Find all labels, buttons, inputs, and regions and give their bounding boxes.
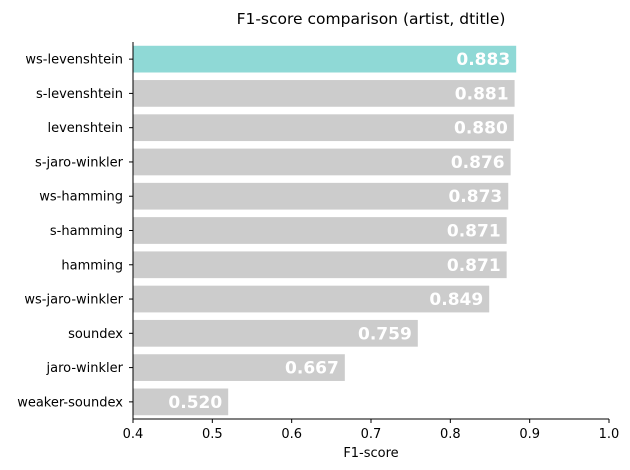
y-tick-label-s-jaro-winkler: s-jaro-winkler bbox=[35, 155, 124, 170]
bar-jaro-winkler bbox=[133, 354, 345, 381]
data-label-levenshtein: 0.880 bbox=[454, 119, 508, 139]
x-axis-label: F1-score bbox=[343, 446, 398, 461]
bar-levenshtein bbox=[133, 114, 514, 142]
y-tick-label-jaro-winkler: jaro-winkler bbox=[46, 361, 124, 376]
data-label-ws-hamming: 0.873 bbox=[448, 187, 502, 207]
chart-title: F1-score comparison (artist, dtitle) bbox=[237, 10, 506, 28]
data-label-s-jaro-winkler: 0.876 bbox=[451, 153, 505, 173]
x-tick-label: 0.7 bbox=[361, 427, 382, 442]
y-tick-label-ws-levenshtein: ws-levenshtein bbox=[25, 53, 123, 68]
data-label-ws-levenshtein: 0.883 bbox=[456, 50, 510, 70]
data-label-s-levenshtein: 0.881 bbox=[455, 84, 509, 104]
data-label-hamming: 0.871 bbox=[447, 256, 501, 276]
bar-s-jaro-winkler bbox=[133, 148, 511, 176]
x-tick-label: 0.9 bbox=[519, 427, 540, 442]
y-tick-label-s-hamming: s-hamming bbox=[50, 224, 123, 239]
bar-s-hamming bbox=[133, 217, 507, 244]
bar-ws-hamming bbox=[133, 182, 509, 210]
y-tick-label-ws-hamming: ws-hamming bbox=[39, 190, 123, 205]
y-tick-label-levenshtein: levenshtein bbox=[48, 121, 124, 136]
x-tick-label: 0.4 bbox=[123, 427, 144, 442]
bar-ws-jaro-winkler bbox=[133, 285, 490, 313]
y-axis-ticks: ws-levenshtein s-levenshtein levenshtein s-… bbox=[17, 53, 133, 410]
data-labels-group: 0.883 0.881 0.880 0.876 0.873 0.871 0.871 0.849… bbox=[168, 50, 510, 413]
bar-soundex bbox=[133, 319, 418, 347]
bar-ws-levenshtein bbox=[133, 45, 517, 73]
x-tick-label: 0.5 bbox=[202, 427, 223, 442]
y-tick-label-soundex: soundex bbox=[68, 327, 123, 342]
y-tick-label-s-levenshtein: s-levenshtein bbox=[36, 87, 123, 102]
x-tick-label: 0.6 bbox=[281, 427, 302, 442]
data-label-ws-jaro-winkler: 0.849 bbox=[429, 290, 483, 310]
x-tick-label: 0.8 bbox=[440, 427, 461, 442]
bar-weaker-soundex bbox=[133, 388, 229, 416]
bar-s-levenshtein bbox=[133, 80, 515, 107]
y-tick-label-weaker-soundex: weaker-soundex bbox=[17, 395, 123, 410]
x-axis-ticks: 0.4 0.5 0.6 0.7 0.8 0.9 1.0 bbox=[123, 419, 620, 442]
bars-group bbox=[133, 45, 517, 416]
x-tick-label: 1.0 bbox=[599, 427, 620, 442]
y-tick-label-ws-jaro-winkler: ws-jaro-winkler bbox=[24, 293, 123, 308]
data-label-weaker-soundex: 0.520 bbox=[168, 393, 222, 413]
y-tick-label-hamming: hamming bbox=[61, 258, 123, 273]
data-label-soundex: 0.759 bbox=[358, 324, 412, 344]
data-label-jaro-winkler: 0.667 bbox=[285, 359, 339, 379]
bar-hamming bbox=[133, 251, 507, 279]
data-label-s-hamming: 0.871 bbox=[447, 222, 501, 242]
